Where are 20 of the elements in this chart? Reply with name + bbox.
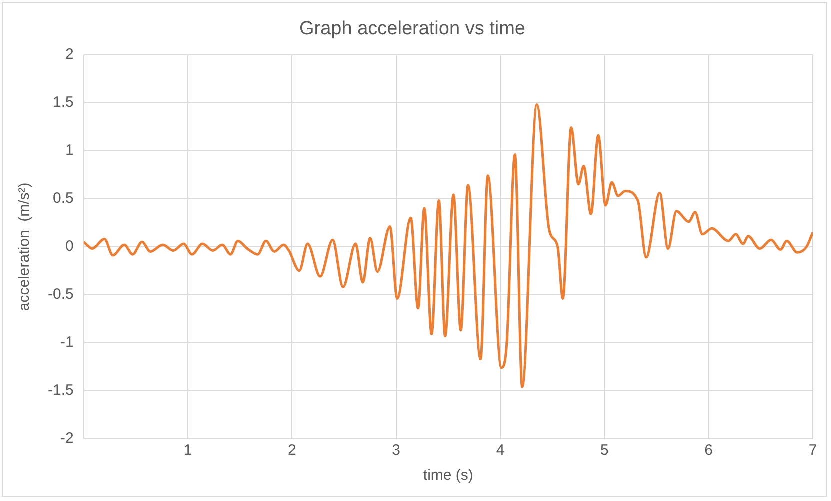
- x-axis-title: time (s): [423, 467, 474, 484]
- y-tick-label: -1: [60, 334, 74, 352]
- line-series: [84, 103, 813, 388]
- x-tick-label: 6: [704, 442, 714, 460]
- x-tick-label: 2: [288, 442, 296, 460]
- x-tick-label: 7: [808, 442, 818, 460]
- y-tick-label: 2: [66, 46, 74, 63]
- y-tick-label: 1: [66, 142, 74, 159]
- y-tick-label: -2: [60, 430, 74, 448]
- y-tick-label: 1.5: [52, 94, 74, 111]
- y-tick-label: -0.5: [48, 286, 74, 304]
- y-tick-label: -1.5: [48, 382, 74, 400]
- x-tick-label: 4: [496, 442, 505, 460]
- y-tick-label: 0: [66, 238, 74, 256]
- x-tick-label: 3: [392, 442, 401, 460]
- x-tick-label: 1: [184, 442, 192, 460]
- y-axis-title: acceleration (m/s²): [16, 182, 34, 312]
- chart-title: Graph acceleration vs time: [300, 18, 526, 40]
- y-tick-label: 0.5: [52, 190, 74, 208]
- x-tick-label: 5: [600, 442, 609, 460]
